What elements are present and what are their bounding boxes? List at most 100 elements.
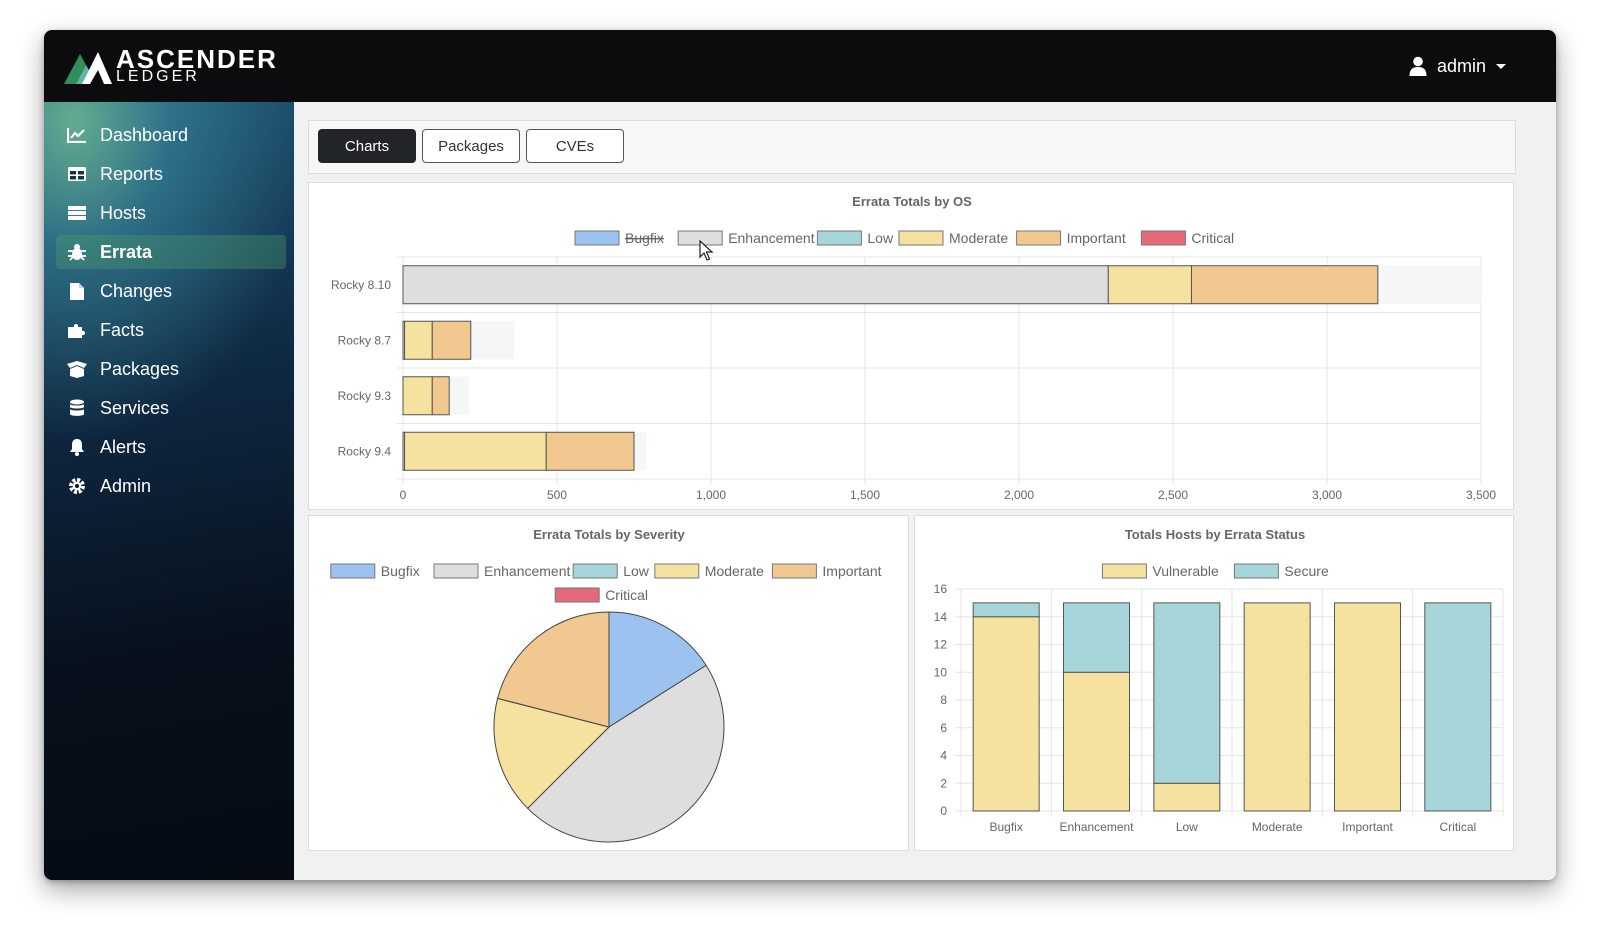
legend-label-enhancement: Enhancement: [484, 563, 571, 579]
sidebar-item-label: Packages: [100, 358, 180, 379]
legend-label-vulnerable: Vulnerable: [1152, 563, 1219, 579]
y-tick-label: Rocky 8.10: [331, 278, 391, 292]
errata-by-os-chart: Errata Totals by OS Bugfix Enhancement Low M…: [331, 194, 1496, 502]
legend-swatch-critical: [554, 587, 600, 603]
bar-vulnerable: [972, 616, 1040, 812]
bar-important: [1190, 265, 1379, 305]
x-tick-label: 3,500: [1466, 488, 1496, 502]
legend-label-important: Important: [1067, 230, 1126, 246]
legend-swatch-critical: [1140, 230, 1186, 246]
legend-swatch-low: [572, 563, 618, 579]
brand-logo[interactable]: ASCENDER LEDGER: [62, 44, 282, 88]
sidebar-item-admin[interactable]: Admin: [56, 469, 286, 503]
chart-title: Totals Hosts by Errata Status: [1125, 527, 1305, 542]
pie-slice-bugfix: [608, 611, 707, 728]
legend-label-low: Low: [867, 230, 894, 246]
pie-slice-important: [497, 611, 610, 728]
bar-moderate: [402, 376, 433, 416]
sidebar-item-packages[interactable]: Packages: [56, 352, 286, 386]
legend-label-moderate: Moderate: [705, 563, 764, 579]
y-tick-label: 14: [934, 610, 948, 624]
bar-vulnerable: [1153, 782, 1221, 812]
puzzle-icon: [66, 320, 88, 340]
sidebar-item-label: Hosts: [100, 202, 147, 223]
legend-label-bugfix: Bugfix: [381, 563, 420, 579]
legend-label-enhancement: Enhancement: [728, 230, 815, 246]
sidebar-item-label: Errata: [100, 241, 153, 262]
hosts-by-status-chart: Totals Hosts by Errata Status Vulnerable S…: [934, 527, 1504, 834]
sidebar-item-facts[interactable]: Facts: [56, 313, 286, 347]
sidebar-item-changes[interactable]: Changes: [56, 274, 286, 308]
y-tick-label: Rocky 9.4: [338, 444, 392, 458]
sidebar-item-reports[interactable]: Reports: [56, 157, 286, 191]
brand-name: ASCENDER: [116, 44, 278, 74]
user-icon: [1409, 56, 1427, 76]
y-tick-label: Rocky 8.7: [338, 333, 392, 347]
legend-swatch-moderate: [898, 230, 944, 246]
x-tick-label: Important: [1342, 820, 1393, 834]
file-icon: [66, 281, 88, 301]
errata-by-severity-chart: Errata Totals by Severity Bugfix Enhanceme…: [330, 527, 882, 843]
y-tick-label: 12: [934, 638, 948, 652]
main-content: Charts Packages CVEs Errata Totals by OS…: [294, 102, 1556, 880]
sidebar-item-alerts[interactable]: Alerts: [56, 430, 286, 464]
chart-title: Errata Totals by OS: [852, 194, 972, 209]
legend-label-low: Low: [623, 563, 650, 579]
table-icon: [66, 164, 88, 184]
x-tick-label: 0: [400, 488, 407, 502]
legend-swatch-important: [1016, 230, 1062, 246]
legend-swatch-important: [771, 563, 817, 579]
legend-swatch-vulnerable: [1101, 563, 1147, 579]
top-navbar: ASCENDER LEDGER admin: [44, 30, 1556, 102]
app-window: ASCENDER LEDGER admin Dashboard: [44, 30, 1556, 880]
legend-swatch-bugfix: [574, 230, 620, 246]
legend-label-moderate: Moderate: [949, 230, 1008, 246]
tab-charts[interactable]: Charts: [318, 129, 416, 163]
chevron-down-icon: [1496, 63, 1506, 69]
y-tick-label: 2: [940, 776, 947, 790]
bar-important: [431, 320, 472, 360]
bar-important: [545, 431, 635, 471]
chart-card-errata-by-os: Errata Totals by OS Bugfix Enhancement Low M…: [308, 182, 1514, 510]
sidebar-item-label: Admin: [100, 475, 152, 496]
y-tick-label: Rocky 9.3: [338, 389, 392, 403]
sidebar-item-label: Services: [100, 397, 170, 418]
bar-moderate: [1107, 265, 1192, 305]
y-tick-label: 10: [934, 665, 948, 679]
legend-swatch-enhancement: [433, 563, 479, 579]
pie-slice-moderate: [493, 697, 610, 810]
tab-packages[interactable]: Packages: [422, 129, 520, 163]
x-tick-label: Critical: [1439, 820, 1476, 834]
chart-title: Errata Totals by Severity: [533, 527, 685, 542]
bar-secure: [972, 602, 1040, 618]
y-tick-label: 6: [940, 721, 947, 735]
sidebar-item-label: Changes: [100, 280, 173, 301]
chart-card-hosts-by-status: Totals Hosts by Errata Status Vulnerable S…: [914, 515, 1514, 851]
bell-icon: [66, 437, 88, 457]
bar-enhancement: [402, 265, 1109, 305]
x-tick-label: 1,500: [850, 488, 880, 502]
brand-subname: LEDGER: [116, 68, 200, 85]
legend-swatch-secure: [1233, 563, 1279, 579]
bar-vulnerable: [1063, 671, 1130, 812]
legend-label-secure: Secure: [1284, 563, 1329, 579]
sidebar-item-dashboard[interactable]: Dashboard: [56, 118, 286, 152]
sidebar-item-errata[interactable]: Errata: [56, 235, 286, 269]
x-tick-label: Moderate: [1252, 820, 1303, 834]
user-menu[interactable]: admin: [1409, 54, 1506, 78]
sidebar-item-hosts[interactable]: Hosts: [56, 196, 286, 230]
legend-label-critical: Critical: [1191, 230, 1234, 246]
x-tick-label: 2,000: [1004, 488, 1034, 502]
ascender-logo-icon: [64, 52, 112, 84]
legend-swatch-moderate: [654, 563, 700, 579]
legend-label-critical: Critical: [605, 587, 648, 603]
legend-swatch-low: [816, 230, 862, 246]
x-tick-label: 3,000: [1312, 488, 1342, 502]
chart-card-errata-by-severity: Errata Totals by Severity Bugfix Enhanceme…: [308, 515, 909, 851]
tab-cves[interactable]: CVEs: [526, 129, 624, 163]
legend-label-bugfix: Bugfix: [625, 230, 664, 246]
bar-vulnerable: [1243, 602, 1311, 812]
sidebar-item-services[interactable]: Services: [56, 391, 286, 425]
chart-line-icon: [66, 125, 88, 145]
x-tick-label: Enhancement: [1059, 820, 1134, 834]
